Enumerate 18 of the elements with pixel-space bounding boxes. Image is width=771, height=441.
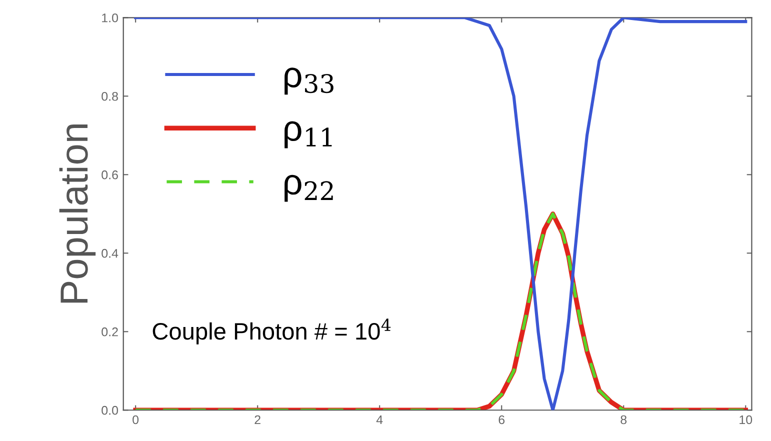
y-axis-title: Population bbox=[59, 124, 96, 303]
y-tick-label: 0.4 bbox=[102, 248, 118, 258]
x-tick-label: 2 bbox=[254, 415, 260, 424]
x-tick-label: 10 bbox=[740, 415, 752, 424]
y-tick-label: 0.8 bbox=[102, 92, 118, 101]
legend-label: ρ$_{11}$ bbox=[284, 121, 332, 148]
legend-label: ρ$_{33}$ bbox=[284, 68, 334, 95]
x-tick-label: 8 bbox=[620, 415, 627, 424]
line-series bbox=[134, 18, 748, 410]
y-tick-label: 0.0 bbox=[102, 406, 118, 415]
y-tick-label: 1.0 bbox=[102, 13, 118, 22]
annotation: Couple Photon # = 10$^{4}$ bbox=[152, 318, 391, 344]
x-tick-label: 0 bbox=[132, 415, 139, 424]
legend-label: ρ$_{22}$ bbox=[284, 174, 333, 202]
x-tick-label: 4 bbox=[376, 415, 383, 424]
y-tick-label: 0.2 bbox=[102, 327, 118, 336]
x-tick-label: 6 bbox=[498, 415, 505, 424]
y-tick-label: 0.6 bbox=[102, 170, 118, 180]
